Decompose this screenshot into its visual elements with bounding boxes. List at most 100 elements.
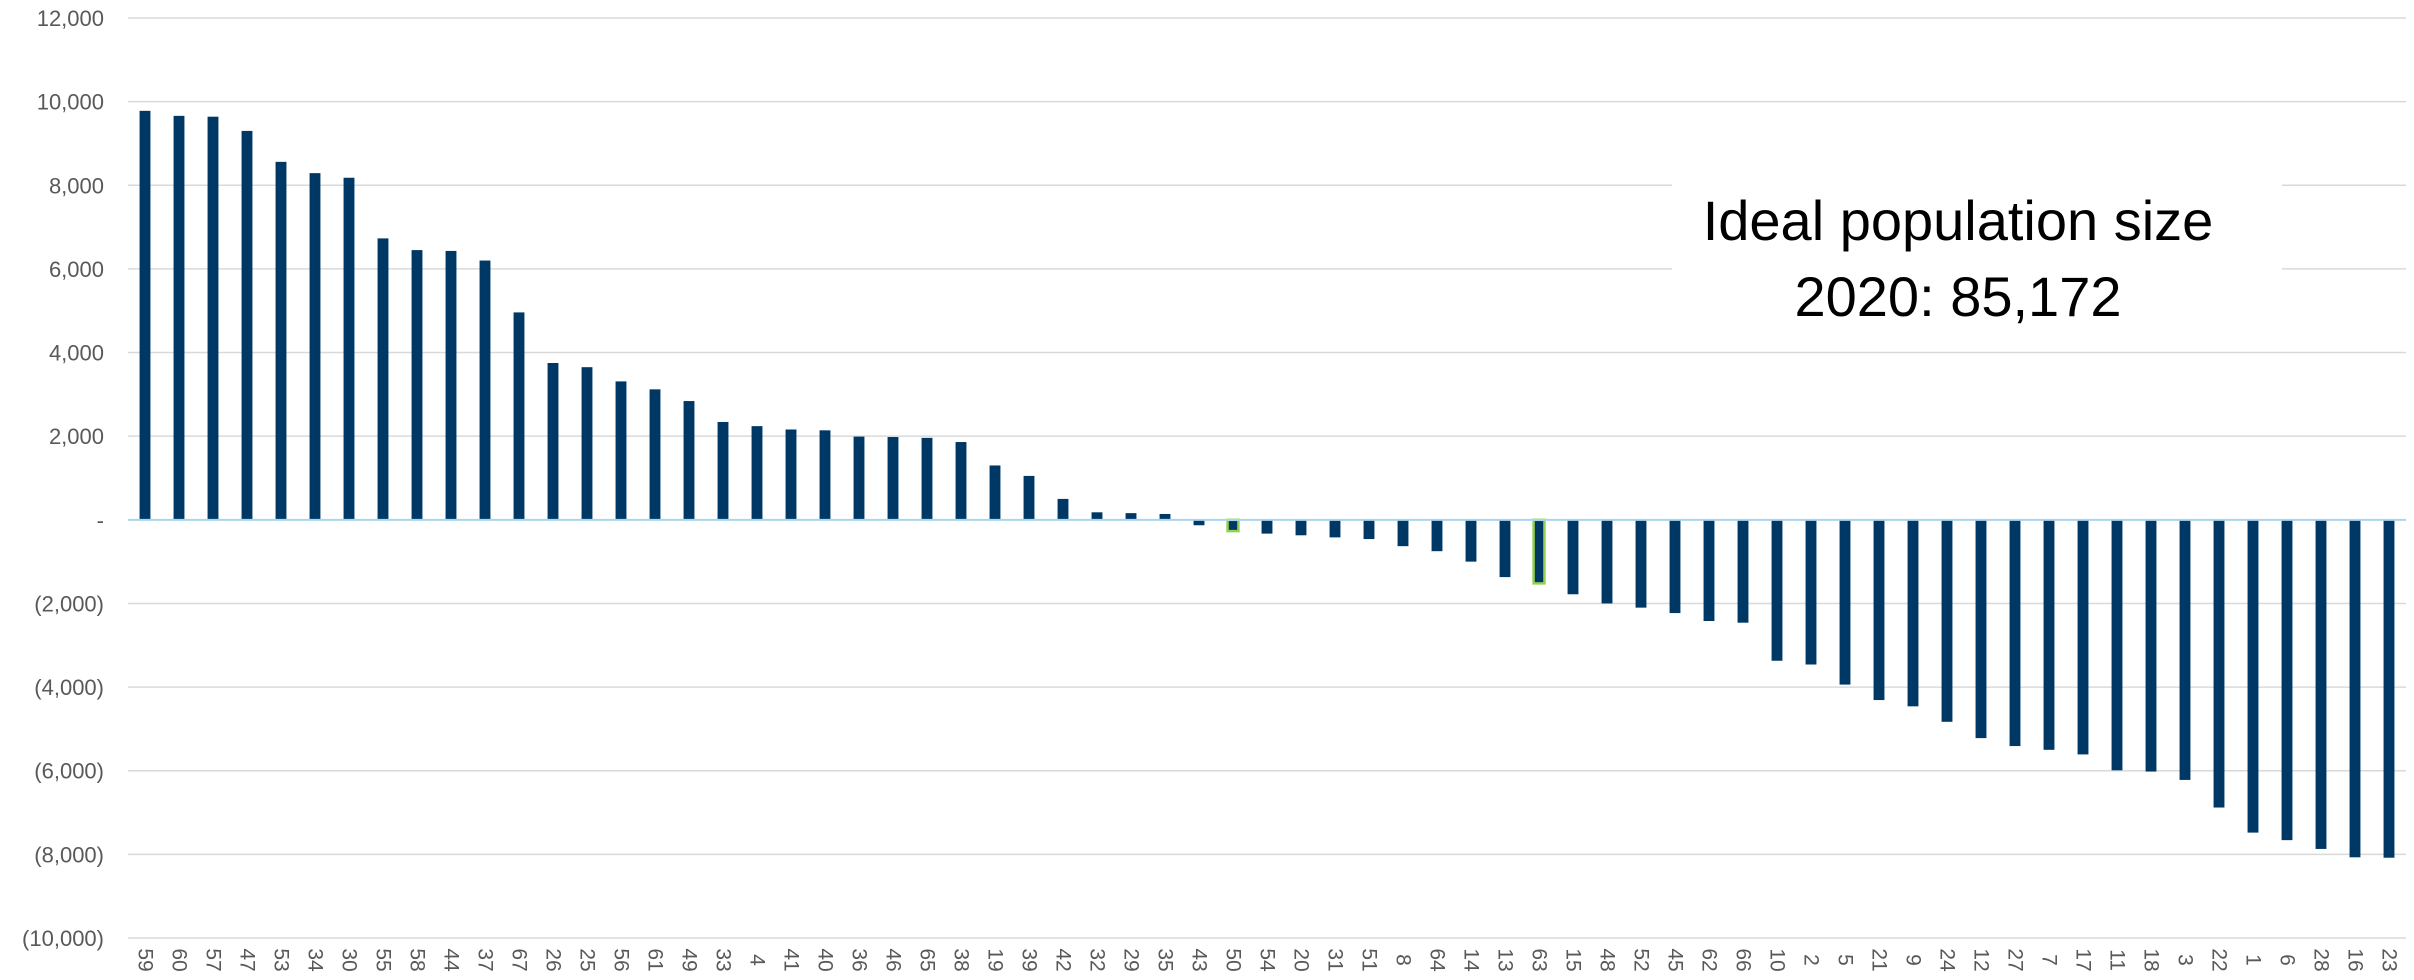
bar-20 <box>1295 519 1307 536</box>
bar-21 <box>1873 519 1885 701</box>
x-tick-label: 57 <box>202 948 225 971</box>
x-tick-label: 36 <box>848 948 871 971</box>
x-tick-label: 29 <box>1120 948 1143 971</box>
x-tick-label: 12 <box>1970 948 1993 971</box>
x-tick-label: 22 <box>2208 948 2231 971</box>
bar-66 <box>1737 519 1749 623</box>
x-tick-label: 56 <box>610 948 633 971</box>
x-tick-label: 8 <box>1392 954 1415 966</box>
bar-8 <box>1397 519 1409 547</box>
bar-14 <box>1465 519 1477 562</box>
bar-10 <box>1771 519 1783 661</box>
bar-13 <box>1499 519 1511 578</box>
x-tick-label: 58 <box>406 948 429 971</box>
bar-26 <box>547 363 559 520</box>
bar-33 <box>717 421 729 520</box>
bar-11 <box>2111 519 2123 771</box>
bar-31 <box>1329 519 1341 538</box>
x-tick-label: 5 <box>1834 954 1857 966</box>
y-tick-label: (4,000) <box>34 675 104 700</box>
x-tick-label: 7 <box>2038 954 2061 966</box>
x-tick-label: 52 <box>1630 948 1653 971</box>
bar-3 <box>2179 519 2191 780</box>
x-tick-label: 31 <box>1324 948 1347 971</box>
annotation-background <box>1672 168 2282 348</box>
x-tick-label: 60 <box>168 948 191 971</box>
y-tick-label: 4,000 <box>49 341 104 366</box>
bar-18 <box>2145 519 2157 772</box>
bar-50 <box>1226 518 1240 533</box>
x-tick-label: 50 <box>1222 948 1245 971</box>
x-tick-label: 62 <box>1698 948 1721 971</box>
x-tick-label: 10 <box>1766 948 1789 971</box>
x-tick-label: 35 <box>1154 948 1177 971</box>
x-tick-label: 19 <box>984 948 1007 971</box>
x-tick-label: 23 <box>2378 948 2401 971</box>
bar-47 <box>241 130 253 520</box>
y-tick-label: - <box>97 508 104 533</box>
bar-4 <box>751 426 763 520</box>
bar-22 <box>2213 519 2225 808</box>
x-tick-label: 6 <box>2276 954 2299 966</box>
x-tick-label: 49 <box>678 948 701 971</box>
bar-6 <box>2281 519 2293 841</box>
y-tick-label: (2,000) <box>34 591 104 616</box>
x-tick-label: 39 <box>1018 948 1041 971</box>
bar-1 <box>2247 519 2259 833</box>
x-tick-label: 55 <box>372 948 395 971</box>
bar-15 <box>1567 519 1579 595</box>
x-tick-label: 14 <box>1460 948 1483 972</box>
bar-40 <box>819 430 831 520</box>
x-tick-label: 47 <box>236 948 259 971</box>
x-axis-tick-labels: 59 60 57 47 53 34 30 55 58 44 37 67 26 25 56 61 49 33 4 41 4… <box>134 948 2401 972</box>
bar-12 <box>1975 519 1987 739</box>
bar-30 <box>343 177 355 520</box>
x-tick-label: 61 <box>644 948 667 971</box>
x-tick-label: 63 <box>1528 948 1551 971</box>
x-tick-label: 66 <box>1732 948 1755 971</box>
x-tick-label: 20 <box>1290 948 1313 971</box>
bar-27 <box>2009 519 2021 747</box>
x-tick-label: 67 <box>508 948 531 971</box>
x-tick-label: 42 <box>1052 948 1075 971</box>
y-tick-label: (8,000) <box>34 842 104 867</box>
x-tick-label: 33 <box>712 948 735 971</box>
bar-17 <box>2077 519 2089 755</box>
bar-45 <box>1669 519 1681 614</box>
x-tick-label: 27 <box>2004 948 2027 971</box>
x-tick-label: 48 <box>1596 948 1619 971</box>
x-tick-label: 32 <box>1086 948 1109 971</box>
x-tick-label: 40 <box>814 948 837 971</box>
y-tick-label: (6,000) <box>34 759 104 784</box>
x-tick-label: 59 <box>134 948 157 971</box>
annotation-line-2: 2020: 85,172 <box>1795 265 2122 328</box>
annotation-line-1: Ideal population size <box>1703 189 2214 252</box>
x-tick-label: 11 <box>2106 949 2129 971</box>
x-tick-label: 15 <box>1562 948 1585 971</box>
bar-67 <box>513 312 525 520</box>
bar-29 <box>1125 513 1137 520</box>
y-axis-tick-labels: 12,000 10,000 8,000 6,000 4,000 2,000 - (2,000)… <box>22 6 104 951</box>
bar-63 <box>1532 518 1546 585</box>
x-tick-label: 9 <box>1902 954 1925 966</box>
bar-41 <box>785 429 797 520</box>
x-tick-label: 1 <box>2242 954 2265 966</box>
bar-36 <box>853 436 865 520</box>
bar-44 <box>445 250 457 520</box>
y-tick-label: 2,000 <box>49 424 104 449</box>
bar-59 <box>139 110 151 520</box>
y-tick-label: 12,000 <box>37 6 104 31</box>
bar-49 <box>683 401 695 520</box>
x-tick-label: 45 <box>1664 948 1687 971</box>
bar-32 <box>1091 512 1103 520</box>
x-tick-label: 16 <box>2344 948 2367 971</box>
x-tick-label: 13 <box>1494 948 1517 971</box>
x-tick-label: 65 <box>916 948 939 971</box>
y-tick-label: (10,000) <box>22 926 104 951</box>
bar-53 <box>275 161 287 520</box>
bar-34 <box>309 173 321 520</box>
bar-61 <box>649 389 661 520</box>
bar-46 <box>887 437 899 520</box>
y-tick-label: 8,000 <box>49 173 104 198</box>
